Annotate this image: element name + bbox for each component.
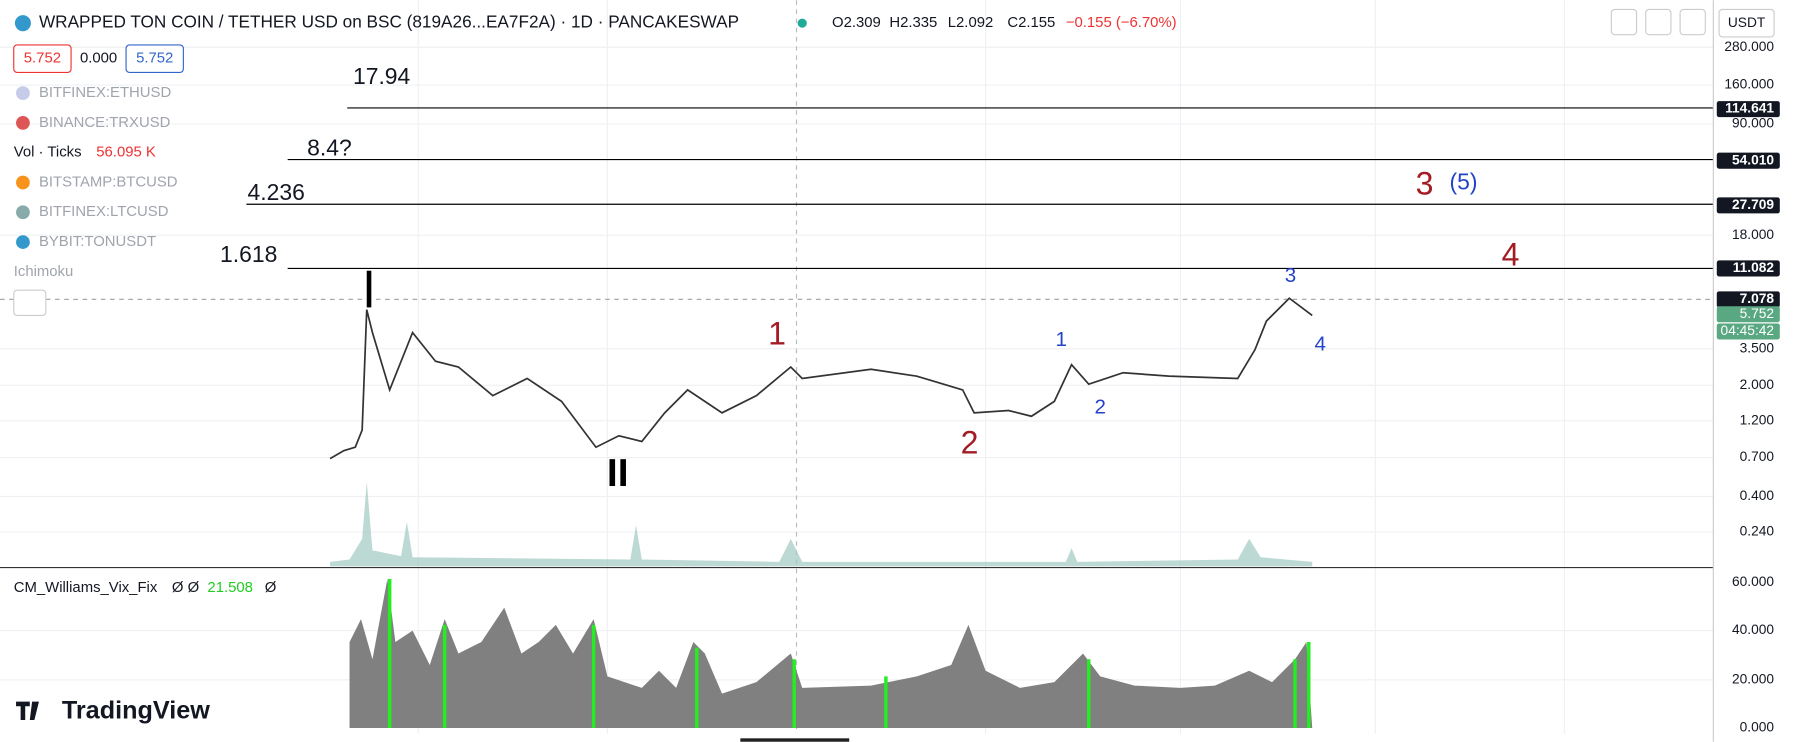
grid — [0, 0, 1714, 734]
volume-value: 56.095 K — [96, 145, 156, 161]
pane-title: CM_Williams_Vix_Fix — [14, 580, 158, 596]
indicator-name: Ichimoku — [14, 264, 74, 280]
price-label-box — [1716, 260, 1780, 277]
pane-params: Ø — [265, 580, 277, 596]
input-box[interactable] — [13, 44, 72, 74]
price-axis-label: 27.709 — [1732, 197, 1774, 212]
price-axis-label: 18.000 — [1732, 227, 1774, 242]
price-axis-label: 7.078 — [1740, 291, 1775, 306]
indicator-name: BITFINEX:LTCUSD — [39, 204, 169, 220]
price-axis-label: 114.641 — [1725, 101, 1774, 116]
icon — [16, 116, 30, 130]
price-axis-label: 1.200 — [1740, 412, 1775, 427]
price-axis-label: 04:45:42 — [1721, 323, 1775, 338]
indicator-name: BITSTAMP:BTCUSD — [39, 174, 178, 190]
price-axis-label: 3.500 — [1740, 340, 1775, 355]
currency: USDT — [1728, 15, 1766, 30]
currency-button[interactable] — [1718, 8, 1775, 38]
price-label-box — [1716, 323, 1780, 340]
wave-label: 2 — [961, 424, 979, 460]
indicator-name: BYBIT:TONUSDT — [39, 234, 156, 250]
pane-axis-label: 60.000 — [1732, 574, 1774, 589]
fib-label: 17.94 — [353, 63, 411, 89]
fib-lines — [246, 107, 1714, 270]
chart-title: WRAPPED TON COIN / TETHER USD on BSC (81… — [39, 12, 739, 32]
input-box[interactable] — [125, 44, 184, 74]
icon — [16, 175, 30, 190]
icon — [16, 235, 30, 249]
input-value: 5.752 — [136, 51, 173, 67]
wave-label: (5) — [1450, 169, 1478, 195]
wave-label: 3 — [1285, 264, 1296, 287]
price-axis-label: 2.000 — [1740, 377, 1775, 392]
pane-params: Ø Ø — [172, 580, 200, 596]
button[interactable] — [1610, 8, 1638, 36]
pane-axis-label: 0.000 — [1740, 720, 1775, 735]
price-axis-label: 160.000 — [1724, 77, 1774, 92]
brand-logo — [16, 701, 39, 720]
pane-axis-label: 20.000 — [1732, 671, 1774, 686]
price-label-box — [1716, 152, 1780, 169]
wave-label: 2 — [1094, 396, 1105, 419]
price-axis-label: 280.000 — [1724, 39, 1774, 54]
price-axis-bg — [1713, 0, 1797, 742]
wave-label: II — [607, 452, 629, 495]
pane-value: 21.508 — [207, 580, 253, 596]
price-label-box — [1716, 197, 1780, 214]
input-value: 0.000 — [80, 51, 117, 67]
indicator-name: BITFINEX:ETHUSD — [39, 85, 171, 101]
vix-histogram — [349, 579, 1313, 728]
wave-label: 4 — [1315, 333, 1326, 356]
input-value: 5.752 — [24, 51, 61, 67]
price-candles — [329, 297, 1313, 460]
price-axis-label: 5.752 — [1740, 306, 1774, 321]
price-axis-label: 0.400 — [1740, 488, 1775, 503]
collapse-button[interactable] — [13, 289, 47, 316]
status-dot — [797, 18, 807, 28]
icon — [16, 205, 30, 220]
price-axis-label: 0.240 — [1740, 524, 1775, 539]
symbol-icon — [14, 15, 31, 32]
price-axis-label: 90.000 — [1732, 116, 1774, 131]
scrollbar — [740, 738, 850, 742]
price-axis-label: 54.010 — [1732, 152, 1774, 167]
ohlc-high: H2.335 — [889, 15, 937, 31]
wave-label: 4 — [1502, 236, 1520, 272]
indicator-name: BINANCE:TRXUSD — [39, 115, 171, 131]
fib-label: 8.4? — [307, 134, 352, 160]
indicator-name: Vol · Ticks — [14, 145, 82, 161]
toolbar — [13, 8, 1706, 316]
price-label-box — [1716, 291, 1780, 308]
fib-label: 4.236 — [248, 179, 305, 205]
wave-label: 3 — [1416, 165, 1434, 201]
ohlc-open: O2.309 — [832, 15, 881, 31]
button[interactable] — [1679, 8, 1706, 36]
pane-axis-label: 40.000 — [1732, 622, 1774, 637]
brand-name: TradingView — [62, 697, 210, 725]
button[interactable] — [1645, 8, 1672, 36]
price-label-box — [1716, 306, 1780, 323]
vix-signals — [387, 579, 1311, 728]
price-axis-label: 11.082 — [1733, 260, 1775, 275]
icon — [16, 86, 30, 100]
wave-label: 1 — [768, 316, 786, 352]
wave-label: 1 — [1056, 328, 1067, 351]
ohlc-low: L2.092 — [948, 15, 994, 31]
volume-bars — [330, 481, 1313, 567]
price-label-box — [1716, 101, 1780, 118]
ohlc-close: C2.155 — [1007, 15, 1055, 31]
fib-label: 1.618 — [220, 241, 277, 267]
ohlc-change: −0.155 (−6.70%) — [1066, 15, 1177, 31]
price-axis-label: 0.700 — [1740, 449, 1775, 464]
